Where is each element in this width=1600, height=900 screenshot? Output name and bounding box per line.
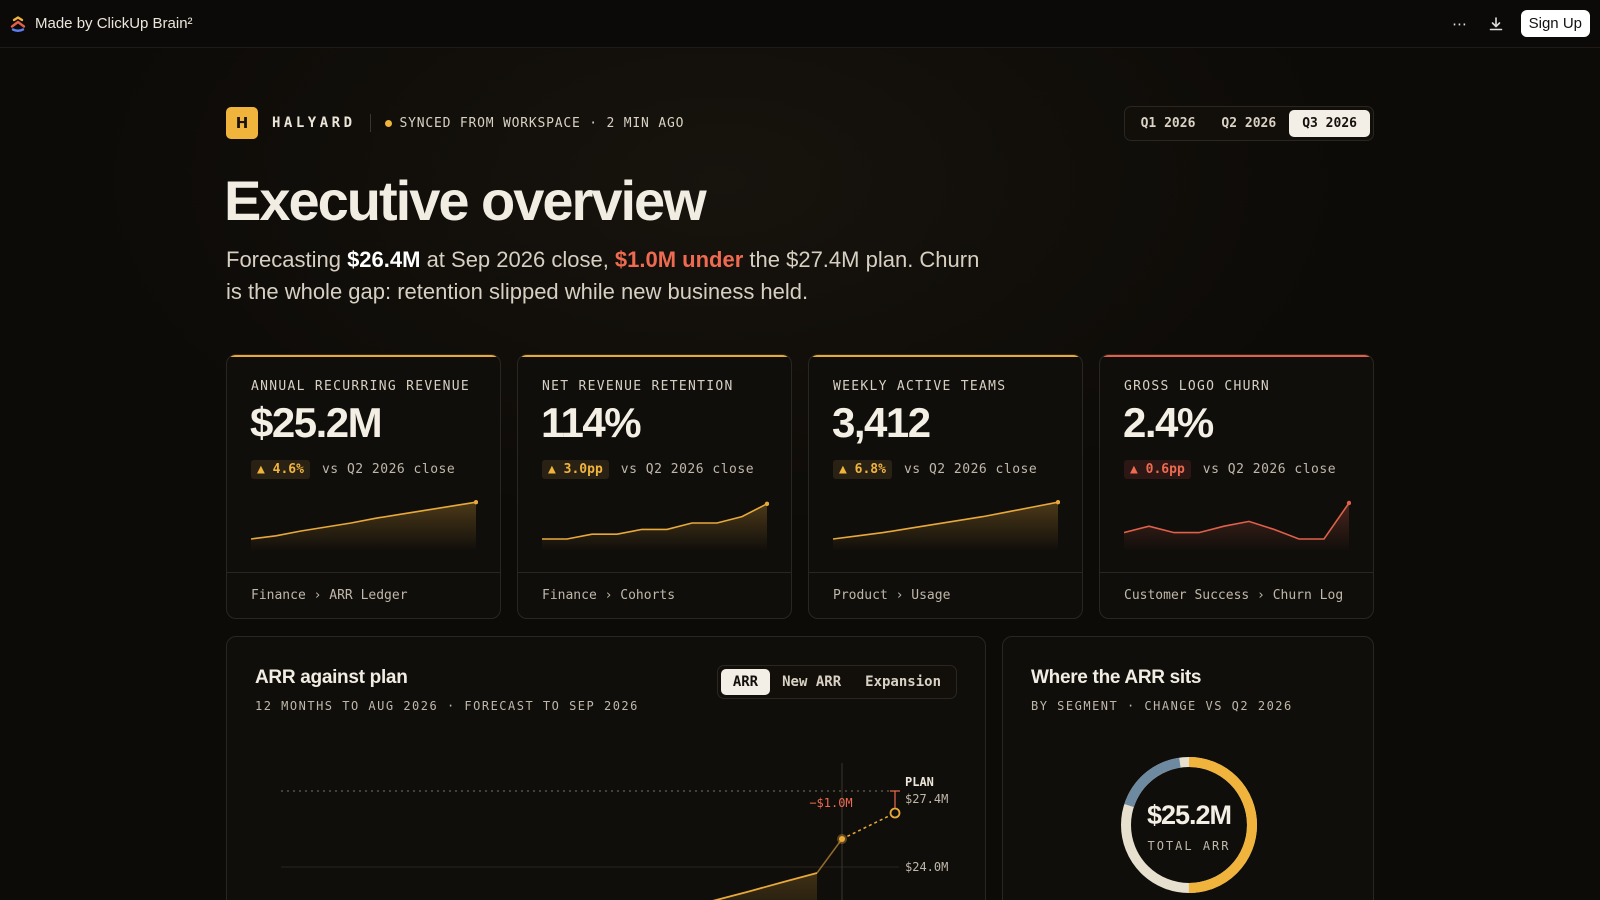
- summary-part: the $27.4M plan. Churn is the whole gap:…: [226, 247, 980, 304]
- gap-value: $1.0M under: [614, 247, 744, 272]
- sparkline-line: [542, 503, 768, 540]
- kpi-delta-row: ▲ 3.0pp vs Q2 2026 close: [542, 460, 754, 479]
- delta-comparison: vs Q2 2026 close: [321, 462, 456, 477]
- tab-expansion[interactable]: Expansion: [865, 674, 941, 690]
- brand[interactable]: Made by ClickUp Brain²: [10, 15, 193, 32]
- sparkline-end-point: [1346, 500, 1351, 506]
- company-name: HALYARD: [272, 115, 356, 131]
- sparkline-line: [251, 501, 477, 540]
- segment-donut-chart: $25.2M TOTAL ARR: [1110, 746, 1269, 900]
- download-icon[interactable]: [1485, 13, 1507, 35]
- donut-total-value: $25.2M: [1147, 800, 1231, 830]
- kpi-source[interactable]: Customer Success › Churn Log: [1100, 572, 1373, 618]
- arr-series-line: [712, 872, 818, 900]
- kpi-delta-row: ▲ 6.8% vs Q2 2026 close: [833, 460, 1037, 479]
- page-title: Executive overview: [224, 169, 707, 232]
- sparkline: [833, 500, 1060, 551]
- kpi-value: $25.2M: [250, 399, 383, 446]
- donut-segment-blue[interactable]: [1110, 746, 1269, 900]
- kpi-label: ANNUAL RECURRING REVENUE: [251, 379, 471, 394]
- kpi-card-weekly-active-teams[interactable]: WEEKLY ACTIVE TEAMS 3,412 ▲ 6.8% vs Q2 2…: [808, 354, 1083, 619]
- arr-area: [716, 873, 817, 900]
- kpi-source[interactable]: Finance › ARR Ledger: [227, 572, 500, 618]
- kpi-card-arr[interactable]: ANNUAL RECURRING REVENUE $25.2M ▲ 4.6% v…: [226, 354, 501, 619]
- sparkline-area: [1124, 503, 1349, 551]
- kpi-label: GROSS LOGO CHURN: [1124, 379, 1271, 394]
- arr-line-chart: −$1.0M PLAN $27.4M $24.0M: [281, 763, 948, 900]
- donut-segment-amber[interactable]: [1121, 757, 1257, 893]
- kpi-card-gross-logo-churn[interactable]: GROSS LOGO CHURN 2.4% ▲ 0.6pp vs Q2 2026…: [1099, 354, 1374, 619]
- sparkline: [251, 500, 478, 551]
- kpi-label: WEEKLY ACTIVE TEAMS: [833, 379, 1007, 394]
- panel-subtitle: BY SEGMENT · CHANGE VS Q2 2026: [1031, 699, 1293, 713]
- sparkline-line: [833, 501, 1059, 540]
- summary-part: at Sep 2026 close,: [420, 247, 615, 272]
- kpi-delta-row: ▲ 4.6% vs Q2 2026 close: [251, 460, 455, 479]
- divider: [369, 114, 371, 132]
- more-icon[interactable]: ⋯: [1452, 15, 1468, 33]
- kpi-card-nrr[interactable]: NET REVENUE RETENTION 114% ▲ 3.0pp vs Q2…: [517, 354, 792, 619]
- top-bar: Made by ClickUp Brain² ⋯ Sign Up: [0, 0, 1600, 48]
- forecast-value: $26.4M: [347, 247, 421, 272]
- metric-tabs: ARR New ARR Expansion: [716, 665, 957, 699]
- plan-label: PLAN: [905, 775, 934, 789]
- tab-q2-2026[interactable]: Q2 2026: [1221, 115, 1277, 131]
- delta-badge: ▲ 4.6%: [251, 460, 310, 479]
- kpi-value: 3,412: [832, 399, 931, 446]
- delta-comparison: vs Q2 2026 close: [1202, 462, 1337, 477]
- tab-new-arr[interactable]: New ARR: [782, 674, 842, 690]
- delta-comparison: vs Q2 2026 close: [620, 462, 755, 477]
- gap-label: −$1.0M: [809, 796, 852, 810]
- plan-value: $27.4M: [905, 792, 948, 806]
- y-tick-label: $24.0M: [905, 860, 948, 874]
- delta-comparison: vs Q2 2026 close: [903, 462, 1038, 477]
- sparkline-line: [1124, 502, 1350, 540]
- sync-status: SYNCED FROM WORKSPACE · 2 MIN AGO: [399, 115, 685, 131]
- sparkline-area: [542, 503, 767, 551]
- forecast-point[interactable]: [889, 807, 901, 819]
- donut-total-label: TOTAL ARR: [1147, 839, 1230, 853]
- kpi-label: NET REVENUE RETENTION: [542, 379, 734, 394]
- forecast-line: [841, 812, 896, 840]
- tab-q3-2026[interactable]: Q3 2026: [1289, 109, 1370, 137]
- sign-up-button[interactable]: Sign Up: [1520, 10, 1590, 37]
- arr-bridge: [816, 838, 843, 874]
- company-logo: H: [226, 107, 258, 139]
- delta-badge: ▲ 3.0pp: [542, 460, 609, 479]
- sparkline: [1124, 500, 1351, 551]
- quarter-tabs: Q1 2026 Q2 2026 Q3 2026: [1123, 105, 1374, 141]
- tab-arr[interactable]: ARR: [720, 669, 771, 695]
- delta-badge: ▲ 6.8%: [833, 460, 892, 479]
- sparkline-end-point: [473, 500, 478, 505]
- kpi-source[interactable]: Finance › Cohorts: [518, 572, 791, 618]
- dashboard-header: H HALYARD SYNCED FROM WORKSPACE · 2 MIN …: [226, 105, 1374, 141]
- tab-q1-2026[interactable]: Q1 2026: [1140, 115, 1196, 131]
- clickup-logo-icon: [10, 15, 26, 32]
- current-point[interactable]: [839, 836, 845, 842]
- sparkline-end-point: [1055, 500, 1060, 505]
- kpi-value: 2.4%: [1123, 399, 1214, 446]
- kpi-source[interactable]: Product › Usage: [809, 572, 1082, 618]
- summary-part: Forecasting: [226, 247, 348, 272]
- panel-title: ARR against plan: [255, 667, 408, 688]
- arr-by-segment-panel: Where the ARR sits BY SEGMENT · CHANGE V…: [1002, 636, 1374, 900]
- sparkline-area: [833, 502, 1058, 551]
- sync-status-dot: [384, 119, 392, 127]
- brand-text: Made by ClickUp Brain²: [35, 15, 193, 32]
- sparkline-end-point: [764, 501, 769, 506]
- sparkline-area: [251, 502, 476, 551]
- delta-badge: ▲ 0.6pp: [1124, 460, 1191, 479]
- summary-text: Forecasting $26.4M at Sep 2026 close, $1…: [226, 244, 986, 308]
- sparkline: [542, 501, 769, 551]
- panel-subtitle: 12 MONTHS TO AUG 2026 · FORECAST TO SEP …: [255, 699, 639, 713]
- arr-against-plan-panel: ARR against plan 12 MONTHS TO AUG 2026 ·…: [226, 636, 986, 900]
- kpi-value: 114%: [541, 399, 642, 446]
- panel-title: Where the ARR sits: [1031, 667, 1202, 688]
- kpi-delta-row: ▲ 0.6pp vs Q2 2026 close: [1124, 460, 1336, 479]
